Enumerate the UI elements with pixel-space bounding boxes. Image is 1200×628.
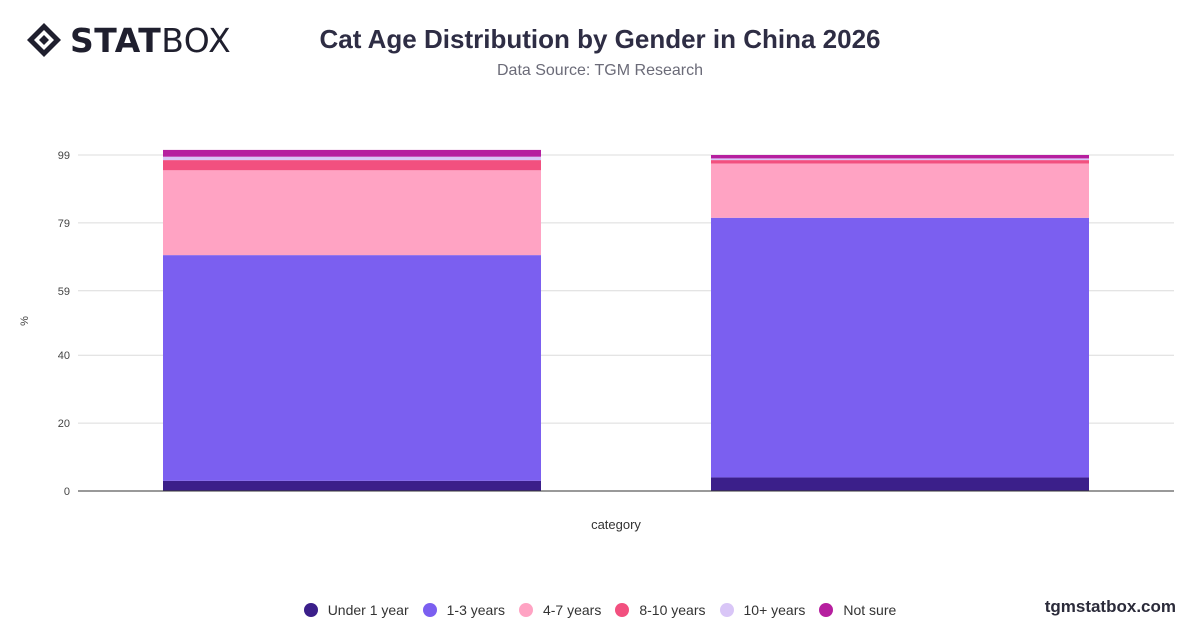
logo-wordmark-bold: STAT <box>70 20 162 60</box>
y-tick-label: 40 <box>58 350 70 362</box>
legend-label: 8-10 years <box>639 602 706 618</box>
x-axis-label: category <box>591 517 641 532</box>
bar-segment[interactable] <box>711 217 1089 478</box>
bar-segment[interactable] <box>711 158 1089 161</box>
stacked-bar-chart: 0 20 40 59 79 99 category% <box>19 149 1174 532</box>
legend-swatch <box>422 603 437 617</box>
legend-swatch <box>518 603 533 617</box>
legend-item[interactable]: 1-3 years <box>422 602 505 618</box>
statbox-logo-icon <box>27 23 61 57</box>
legend-label: 1-3 years <box>446 602 505 618</box>
y-tick-label: 59 <box>58 286 70 298</box>
legend-item[interactable]: Under 1 year <box>303 602 409 618</box>
footer-brand[interactable]: tgmstatbox.com <box>1044 597 1176 616</box>
legend-label: Not sure <box>843 602 897 618</box>
logo-wordmark: STATBOX <box>70 21 231 60</box>
bar-segment[interactable] <box>163 156 541 161</box>
logo-wordmark-light: BOX <box>161 20 232 60</box>
bar-segment[interactable] <box>163 480 541 491</box>
legend-swatch <box>719 603 734 617</box>
legend-label: 4-7 years <box>542 602 602 618</box>
bar-segment[interactable] <box>711 160 1089 164</box>
bar-segment[interactable] <box>163 160 541 171</box>
legend-label: 10+ years <box>743 602 806 618</box>
legend-swatch <box>615 603 630 617</box>
legend-item[interactable]: 4-7 years <box>518 602 602 618</box>
legend-item[interactable]: 8-10 years <box>615 602 706 618</box>
legend-label: Under 1 year <box>327 602 409 618</box>
legend-item[interactable]: Not sure <box>819 602 896 618</box>
y-tick-label: 99 <box>58 150 70 162</box>
legend-swatch <box>819 603 834 617</box>
bar-segment[interactable] <box>711 155 1089 159</box>
chart-legend: Under 1 year 1-3 years 4-7 years 8-10 years… <box>0 602 1200 618</box>
y-tick-label: 0 <box>64 486 70 498</box>
bar-segment[interactable] <box>163 255 541 481</box>
chart-subtitle: Data Source: TGM Research <box>496 62 703 79</box>
bar-segment[interactable] <box>711 477 1089 491</box>
y-axis-label: % <box>19 316 31 326</box>
bar-segment[interactable] <box>711 163 1089 218</box>
legend-item[interactable]: 10+ years <box>719 602 806 618</box>
chart-title: Cat Age Distribution by Gender in China … <box>319 24 881 54</box>
statbox-logo[interactable]: STATBOX <box>26 21 231 60</box>
bar-segment[interactable] <box>163 170 541 256</box>
bar-segment[interactable] <box>163 149 541 157</box>
legend-swatch <box>303 603 318 617</box>
y-tick-label: 79 <box>58 218 70 230</box>
y-tick-label: 20 <box>58 418 70 430</box>
